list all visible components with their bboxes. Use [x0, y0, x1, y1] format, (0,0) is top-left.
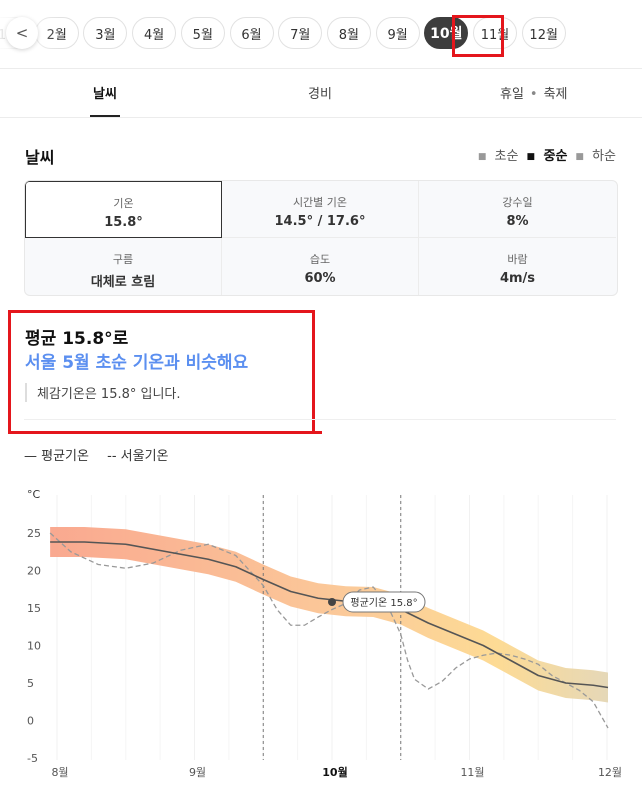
- x-tick-label: 8월: [51, 766, 68, 779]
- period-option-label: 하순: [587, 149, 616, 164]
- tab-separator-dot: •: [529, 87, 538, 102]
- stat-label: 기온: [113, 197, 134, 210]
- legend-avg-symbol: —: [24, 449, 37, 464]
- current-point-label: 평균기온 15.8°: [350, 597, 417, 609]
- period-bullet-icon: ■: [526, 151, 535, 162]
- x-tick-label: 12월: [598, 766, 622, 779]
- stat-hourly-temperature: 시간별 기온 14.5° / 17.6°: [222, 181, 419, 238]
- month-selector: 12월11월10월9월8월7월6월5월4월3월2월1월 <: [0, 0, 642, 69]
- month-pill-5[interactable]: 5월: [180, 17, 225, 49]
- avg-temperature-band: [50, 527, 608, 703]
- category-tabs: 날씨 경비 휴일 • 축제: [0, 69, 642, 118]
- y-tick-label: 0: [27, 715, 34, 728]
- weather-stats-grid: 기온 15.8° 시간별 기온 14.5° / 17.6° 강수일 8% 구름 대체로 흐림 습…: [24, 180, 618, 296]
- month-pill-8[interactable]: 8월: [326, 17, 371, 49]
- month-pill-6[interactable]: 6월: [229, 17, 274, 49]
- active-tab-underline: [90, 115, 120, 117]
- seoul-temperature-line: [49, 532, 609, 729]
- period-option-0[interactable]: ■ 초순: [474, 149, 519, 164]
- y-axis-unit: °C: [27, 488, 41, 501]
- y-tick-label: -5: [27, 752, 38, 765]
- stat-value: 4m/s: [499, 271, 536, 286]
- y-tick-label: 15: [27, 602, 41, 615]
- stat-label: 강수일: [502, 196, 533, 209]
- x-tick-label: 9월: [189, 766, 206, 779]
- stat-value: 60%: [304, 271, 336, 286]
- stat-value: 15.8°: [104, 215, 143, 230]
- legend-seoul-symbol: --: [107, 449, 117, 464]
- y-tick-label: 10: [27, 640, 41, 653]
- summary-comparison: 서울 5월 초순 기온과 비슷해요: [25, 353, 249, 373]
- summary-average: 평균 15.8°로: [25, 329, 129, 349]
- active-month-highlight: [452, 15, 504, 57]
- stat-humidity: 습도 60%: [222, 238, 419, 295]
- current-point-badge: [342, 591, 426, 613]
- legend-avg-label: 평균기온: [41, 449, 89, 464]
- period-bullet-icon: ■: [575, 151, 584, 162]
- current-point-marker: [328, 598, 336, 606]
- stat-label: 시간별 기온: [292, 196, 348, 209]
- month-pill-12[interactable]: 12월: [521, 17, 566, 49]
- stat-temperature[interactable]: 기온 15.8°: [25, 181, 222, 238]
- y-tick-label: 25: [27, 527, 41, 540]
- period-bullet-icon: ■: [477, 151, 487, 162]
- chevron-left-icon: <: [15, 24, 29, 42]
- month-pill-4[interactable]: 4월: [132, 17, 177, 49]
- tab-festivals-label: 축제: [543, 87, 568, 102]
- stat-value: 14.5° / 17.6°: [274, 214, 366, 229]
- stat-wind: 바람 4m/s: [419, 238, 616, 295]
- temperature-chart: °C 25 20 15 10 5 0 -5 평균기온 15.8° 8월 9월 10월 11월 12월: [27, 488, 622, 779]
- stat-label: 구름: [112, 253, 134, 266]
- tab-weather[interactable]: 날씨: [93, 87, 117, 102]
- stat-precipitation: 강수일 8%: [419, 181, 616, 238]
- chart-legend: — 평균기온 -- 서울기온: [24, 445, 169, 464]
- summary-feels-like: 체감기온은 15.8° 입니다.: [25, 383, 181, 402]
- x-tick-label: 11월: [460, 766, 484, 779]
- stat-label: 습도: [309, 253, 331, 266]
- tab-expenses[interactable]: 경비: [308, 87, 332, 102]
- legend-seoul-label: 서울기온: [120, 449, 169, 464]
- month-pill-9[interactable]: 9월: [375, 17, 420, 49]
- period-option-1[interactable]: ■ 중순: [522, 149, 567, 164]
- month-pill-3[interactable]: 3월: [83, 17, 128, 49]
- tab-holidays-label: 휴일: [500, 87, 524, 102]
- month-pill-7[interactable]: 7월: [278, 17, 323, 49]
- stat-value: 대체로 흐림: [90, 275, 156, 290]
- period-selector: ■ 초순 ■ 중순 ■ 하순: [470, 145, 616, 164]
- period-option-label: 중순: [538, 149, 568, 164]
- period-option-label: 초순: [490, 149, 519, 164]
- section-title: 날씨: [25, 148, 55, 167]
- stat-value: 8%: [506, 214, 529, 229]
- y-tick-label: 5: [27, 677, 34, 690]
- section-divider: [24, 419, 616, 420]
- tab-holidays-festivals[interactable]: 휴일 • 축제: [500, 83, 568, 102]
- x-tick-label: 10월: [322, 765, 347, 779]
- period-option-2[interactable]: ■ 하순: [571, 149, 616, 164]
- summary-highlight-box: [8, 310, 322, 434]
- stat-label: 바람: [507, 253, 528, 266]
- y-tick-label: 20: [27, 565, 41, 578]
- month-back-button[interactable]: <: [6, 17, 38, 49]
